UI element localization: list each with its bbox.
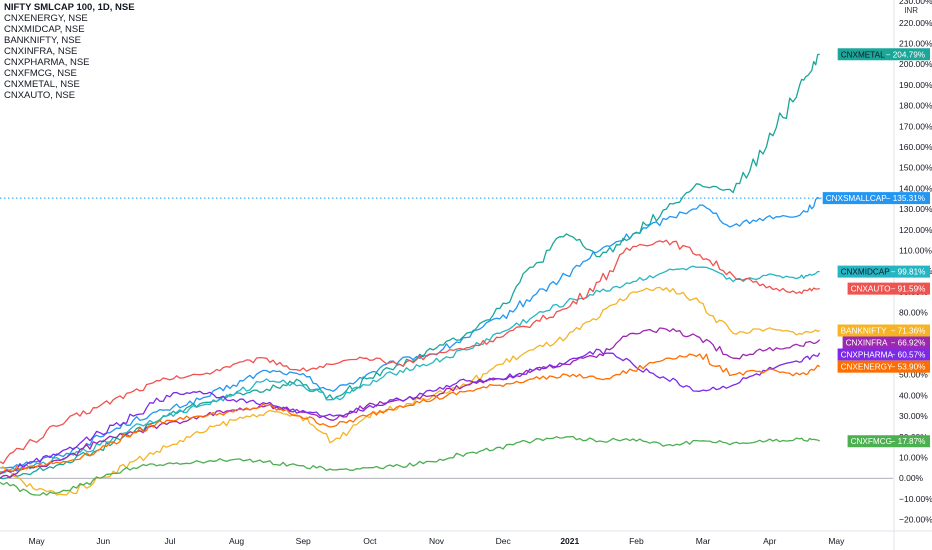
x-tick-label: Dec	[496, 536, 512, 546]
badge-bg	[847, 282, 930, 295]
badge-bg	[837, 48, 930, 61]
badge-bg	[842, 336, 930, 349]
y-tick-label: 150.00%	[899, 163, 932, 173]
series-line-cnxauto[interactable]	[0, 239, 820, 465]
y-tick-label: 170.00%	[899, 121, 932, 131]
y-tick-label: 210.00%	[899, 38, 932, 48]
y-tick-label: 110.00%	[899, 246, 932, 256]
badge-cnxinfra: CNXINFRA − 66.92%	[842, 336, 930, 349]
badge-cnxsmallcap: CNXSMALLCAP − 135.31%	[822, 192, 930, 205]
grid-layer	[0, 197, 893, 479]
badge-bg	[822, 192, 930, 205]
badge-series-name: CNXENERGY	[841, 363, 893, 372]
badge-cnxfmcg: CNXFMCG− 17.87%	[847, 435, 930, 448]
badge-bg	[837, 324, 930, 337]
y-tick-label: −20.00%	[899, 515, 932, 525]
badge-value: − 17.87%	[891, 437, 926, 446]
currency-label: INR	[904, 6, 918, 15]
badge-value: − 53.90%	[891, 363, 926, 372]
y-tick-label: 190.00%	[899, 80, 932, 90]
y-tick-label: 0.00%	[899, 473, 924, 483]
badge-series-name: CNXMETAL	[841, 50, 885, 59]
y-tick-label: 50.00%	[899, 370, 928, 380]
y-tick-label: 180.00%	[899, 101, 932, 111]
y-tick-label: 140.00%	[899, 183, 932, 193]
badge-value: − 99.81%	[891, 268, 926, 277]
x-tick-label: Oct	[363, 536, 377, 546]
legend-item-cnxpharma[interactable]: CNXPHARMA, NSE	[4, 57, 90, 68]
x-tick-label: 2021	[560, 536, 579, 546]
badge-cnxmidcap: CNXMIDCAP − 99.81%	[837, 265, 930, 278]
badge-series-name: CNXSMALLCAP	[826, 194, 888, 203]
series-line-cnxsmallcap[interactable]	[0, 196, 821, 469]
y-tick-label: 40.00%	[899, 390, 928, 400]
badge-series-name: CNXMIDCAP	[841, 268, 891, 277]
x-tick-label: Jun	[96, 536, 110, 546]
series-line-cnxenergy[interactable]	[0, 353, 821, 473]
x-tick-label: Jul	[164, 536, 175, 546]
series-line-cnxmetal[interactable]	[0, 53, 820, 480]
legend-item-cnxfmcg[interactable]: CNXFMCG, NSE	[4, 68, 77, 79]
legend-item-cnxmetal[interactable]: CNXMETAL, NSE	[4, 79, 80, 90]
x-tick-label: Mar	[696, 536, 711, 546]
legend-item-banknifty[interactable]: BANKNIFTY, NSE	[4, 35, 81, 46]
badge-cnxpharma: CNXPHARMA− 60.57%	[837, 348, 930, 361]
badge-bg	[837, 265, 930, 278]
x-tick-label: Apr	[763, 536, 776, 546]
y-tick-label: 10.00%	[899, 453, 928, 463]
badge-series-name: BANKNIFTY	[841, 327, 887, 336]
last-value-badges: CNXMETAL − 204.79%CNXSMALLCAP − 135.31%CNX…	[822, 48, 930, 448]
legend-item-cnxinfra[interactable]: CNXINFRA, NSE	[4, 46, 78, 57]
x-tick-label: Nov	[429, 536, 445, 546]
badge-bg	[847, 435, 930, 448]
y-tick-label: 200.00%	[899, 59, 932, 69]
x-tick-label: May	[828, 536, 845, 546]
x-tick-label: Feb	[629, 536, 644, 546]
badge-series-name: CNXINFRA	[846, 339, 888, 348]
series-layer	[0, 53, 821, 496]
x-tick-label: May	[29, 536, 46, 546]
y-tick-label: 80.00%	[899, 308, 928, 318]
y-tick-label: 160.00%	[899, 142, 932, 152]
y-tick-label: 220.00%	[899, 18, 932, 28]
badge-value: − 91.59%	[891, 285, 926, 294]
y-tick-label: −10.00%	[899, 494, 932, 504]
time-axis[interactable]: May Jun Jul Aug Sep Oct Nov Dec 2021 Feb Mar Apr May	[0, 530, 932, 546]
x-tick-label: Aug	[229, 536, 244, 546]
series-line-cnxmidcap[interactable]	[0, 265, 820, 474]
badge-cnxauto: CNXAUTO − 91.59%	[847, 282, 930, 295]
badge-bg	[837, 348, 930, 361]
legend-main-symbol[interactable]: NIFTY SMLCAP 100, 1D, NSE	[4, 2, 135, 13]
badge-series-name: CNXAUTO	[851, 285, 891, 294]
legend[interactable]: NIFTY SMLCAP 100, 1D, NSE CNXENERGY, NSE…	[4, 2, 135, 101]
badge-bg	[837, 360, 930, 373]
y-tick-label: 30.00%	[899, 411, 928, 421]
y-tick-label-top: 230.00%	[899, 0, 932, 6]
legend-item-cnxenergy[interactable]: CNXENERGY, NSE	[4, 13, 88, 24]
series-line-cnxpharma[interactable]	[0, 348, 821, 475]
badge-banknifty: BANKNIFTY − 71.36%	[837, 324, 930, 337]
badge-value: − 66.92%	[891, 339, 926, 348]
badge-value: − 60.57%	[891, 351, 926, 360]
badge-value: − 71.36%	[891, 327, 926, 336]
badge-cnxenergy: CNXENERGY− 53.90%	[837, 360, 930, 373]
badge-value: − 135.31%	[886, 194, 925, 203]
badge-series-name: CNXPHARMA	[841, 351, 894, 360]
legend-item-cnxmidcap[interactable]: CNXMIDCAP, NSE	[4, 24, 85, 35]
badge-cnxmetal: CNXMETAL − 204.79%	[837, 48, 930, 61]
badge-value: − 204.79%	[886, 50, 925, 59]
y-tick-label: 130.00%	[899, 204, 932, 214]
legend-item-cnxauto[interactable]: CNXAUTO, NSE	[4, 90, 76, 101]
x-tick-label: Sep	[296, 536, 311, 546]
series-line-cnxfmcg[interactable]	[0, 435, 821, 496]
y-tick-label: 120.00%	[899, 225, 932, 235]
badge-series-name: CNXFMCG	[851, 437, 892, 446]
